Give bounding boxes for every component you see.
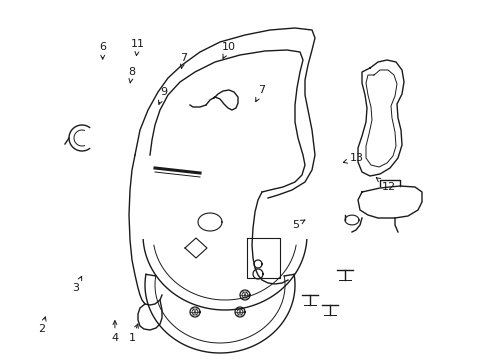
- Text: 10: 10: [222, 42, 235, 58]
- Text: 2: 2: [38, 317, 46, 334]
- Text: 12: 12: [376, 178, 395, 192]
- Text: 8: 8: [128, 67, 135, 83]
- Text: 3: 3: [72, 276, 81, 293]
- Text: 11: 11: [131, 39, 144, 55]
- Text: 4: 4: [111, 321, 118, 343]
- Text: 1: 1: [128, 324, 138, 343]
- Text: 13: 13: [343, 153, 363, 163]
- Text: 6: 6: [99, 42, 106, 59]
- Text: 7: 7: [180, 53, 186, 68]
- Text: 7: 7: [255, 85, 264, 102]
- Text: 5: 5: [292, 220, 304, 230]
- Text: 9: 9: [158, 87, 167, 104]
